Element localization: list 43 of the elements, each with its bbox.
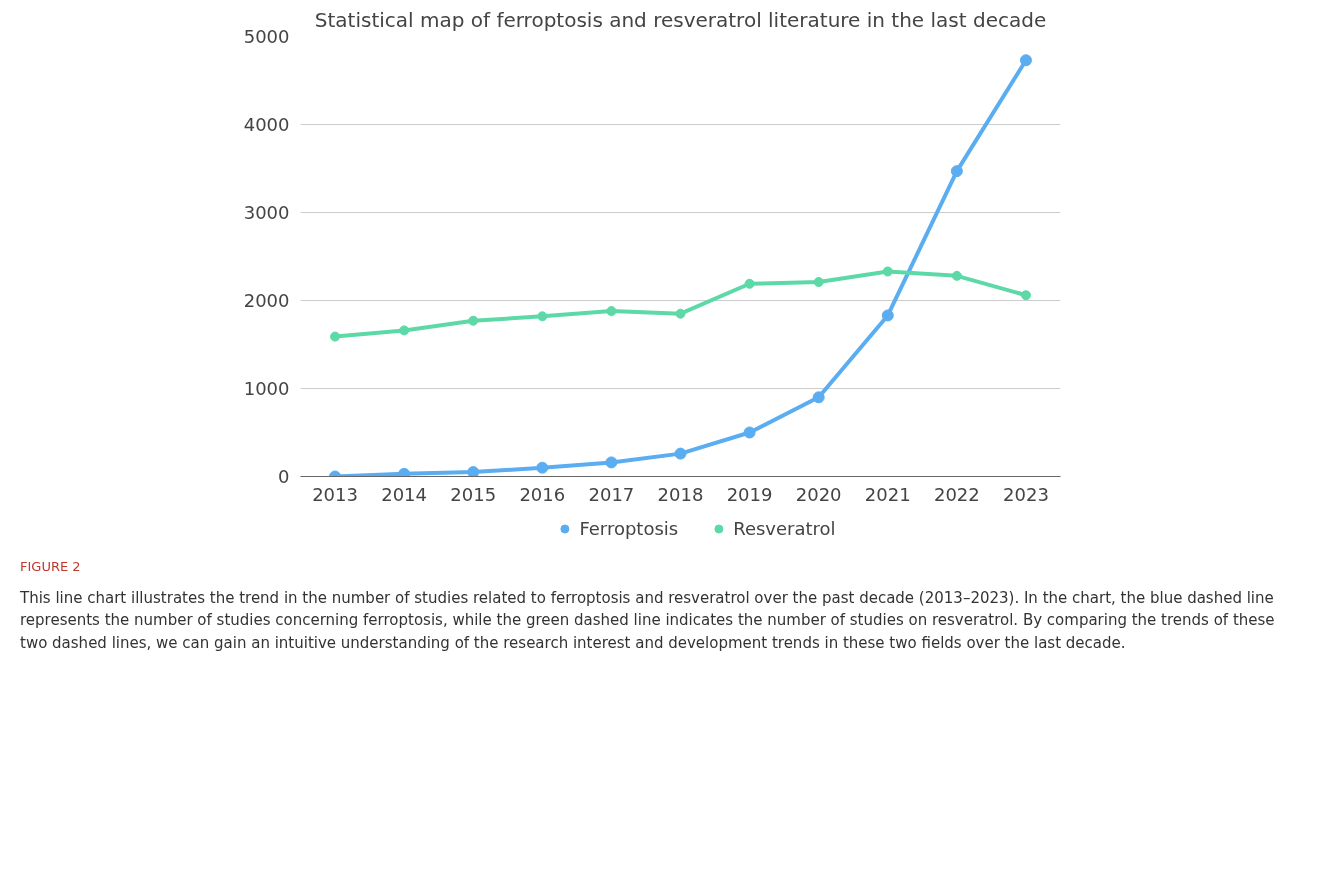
chart-title: Statistical map of ferroptosis and resveratrol literature in the last decade: [314, 7, 1047, 32]
y-tick-label: 4000: [243, 114, 290, 135]
x-tick-label: 2017: [588, 483, 635, 505]
point: [675, 308, 686, 319]
point: [881, 309, 894, 322]
y-tick-label: 2000: [243, 290, 290, 311]
point: [951, 270, 962, 281]
point: [537, 311, 548, 322]
y-tick-label: 3000: [243, 202, 290, 223]
point: [606, 306, 617, 317]
x-tick-label: 2022: [933, 483, 980, 505]
text: This line chart illustrates the trend in the number of studies related to ferroptosis and resveratrol over the past decade (2013–2023). In the chart, the blue dashed line represents the number of studies concerning ferroptosis, while the green dashed line indicates the number of studies on resveratrol. By comparing the trends of these two dashed lines, we can gain an intuitive understanding of the research interest and development trends in these two fields over the last decade.: [20, 587, 1276, 654]
point: [744, 278, 755, 289]
point: [1019, 54, 1032, 67]
point: [812, 391, 825, 404]
point: [882, 266, 893, 277]
x-tick-label: 2023: [1003, 483, 1049, 505]
point: [813, 277, 824, 288]
point: [605, 456, 618, 469]
point: [950, 165, 963, 178]
legend-label: Ferroptosis: [579, 517, 679, 539]
x-tick-label: 2016: [519, 483, 566, 505]
point: [674, 447, 687, 460]
x-tick-label: 2015: [450, 483, 497, 505]
legend-label: Resveratrol: [733, 517, 836, 539]
point: [536, 461, 549, 474]
point: [743, 426, 756, 439]
x-tick-label: 2021: [864, 483, 911, 505]
point: [398, 467, 411, 477]
point: [399, 325, 410, 336]
y-tick-label: 0: [278, 466, 290, 487]
y-tick-label: 1000: [243, 378, 290, 399]
point: [1020, 290, 1031, 301]
x-tick-label: 2018: [657, 483, 704, 505]
point: [468, 315, 479, 326]
x-tick-label: 2019: [726, 483, 773, 505]
caption: FIGURE 2: [20, 558, 81, 576]
point: [467, 466, 480, 477]
x-tick-label: 2013: [312, 483, 358, 505]
x-tick-label: 2020: [795, 483, 842, 505]
y-tick-label: 5000: [243, 26, 290, 47]
x-tick-label: 2014: [381, 483, 428, 505]
point: [330, 331, 341, 342]
